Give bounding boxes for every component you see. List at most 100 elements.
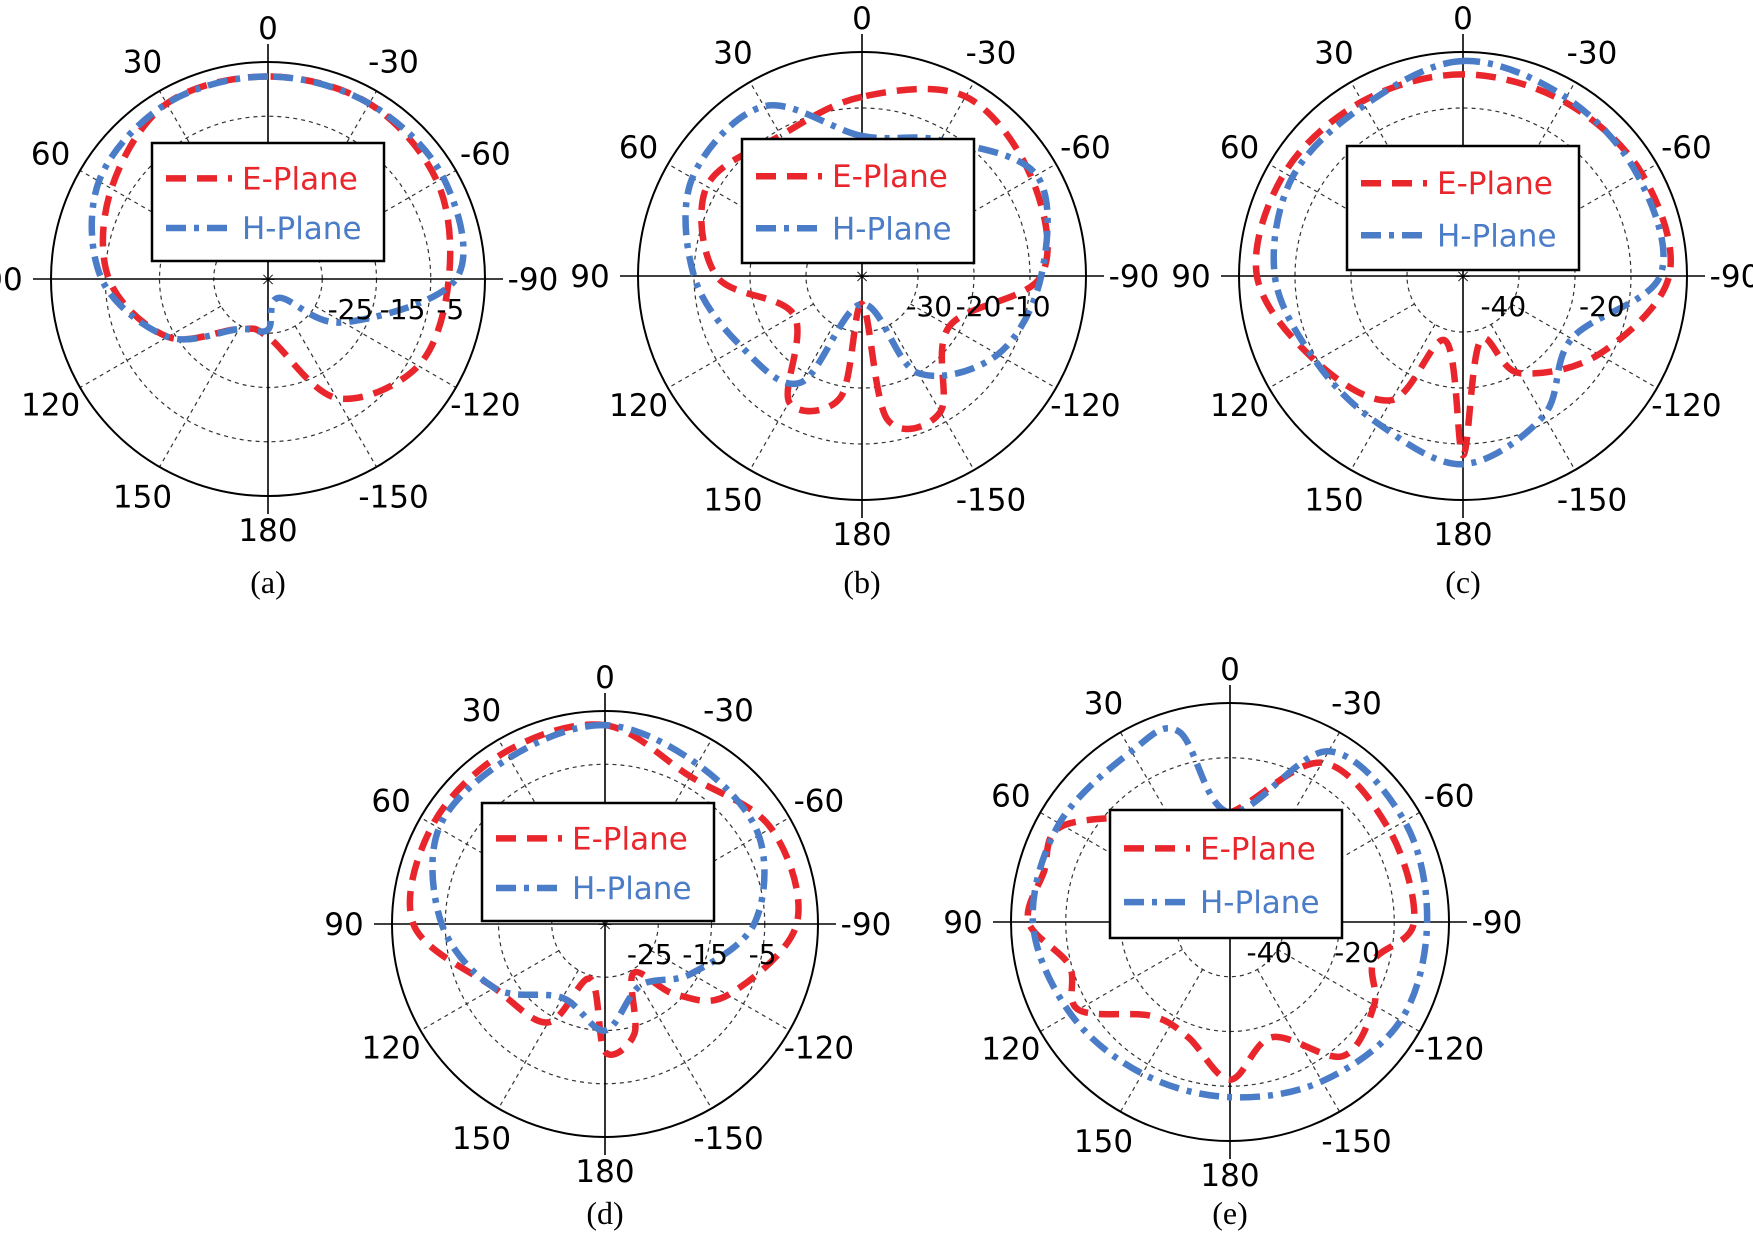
grid-spoke [79, 305, 222, 389]
angle-label: 180 [575, 1154, 634, 1190]
grid-spoke [1119, 969, 1204, 1112]
angle-label: 30 [462, 693, 501, 729]
legend-label-e-plane: E-Plane [572, 821, 688, 857]
angle-label: 90 [570, 259, 609, 295]
angle-label: 90 [943, 905, 982, 941]
grid-spoke [497, 969, 579, 1109]
legend-box [1108, 808, 1344, 940]
angle-label: 120 [362, 1031, 421, 1067]
angle-label: 120 [981, 1032, 1040, 1068]
panel-c: ✳ 0 -30 -60 -90 -120 -150 180 150 120 90 60 30 -40 -20… [1171, 1, 1753, 600]
angle-label: -120 [1050, 388, 1120, 424]
angle-label: 120 [1210, 388, 1269, 424]
angle-label: -30 [1331, 686, 1382, 722]
angle-label: 0 [258, 11, 278, 47]
angle-label: -60 [1060, 130, 1111, 166]
series-e-plane [406, 721, 802, 1058]
angle-label: -120 [784, 1031, 854, 1067]
legend-label-h-plane: H-Plane [1437, 218, 1557, 254]
legend-label-e-plane: E-Plane [1200, 831, 1316, 867]
angle-label: -120 [1414, 1032, 1484, 1068]
grid-spoke [631, 969, 713, 1109]
angle-label: 150 [113, 479, 172, 515]
radial-tick-label: -40 [1480, 290, 1526, 323]
panel-caption: (b) [843, 564, 880, 600]
grid-spoke [667, 303, 814, 389]
center-marker: ✳ [854, 267, 869, 288]
angle-label: -90 [508, 262, 559, 298]
angle-label: -90 [1710, 259, 1753, 295]
angle-label: -150 [358, 479, 428, 515]
angle-label: 150 [452, 1121, 511, 1157]
angle-label: 60 [991, 779, 1030, 815]
radial-tick-label: -30 [906, 290, 952, 323]
angle-label: -30 [966, 36, 1017, 72]
angle-label: -120 [450, 388, 520, 424]
angle-label: -150 [693, 1121, 763, 1157]
angle-label: -60 [460, 137, 511, 173]
panel-caption: (c) [1445, 564, 1481, 600]
angle-label: 120 [609, 388, 668, 424]
grid-spoke [1490, 324, 1576, 471]
angle-label: -150 [956, 482, 1026, 518]
center-marker: ✳ [1455, 267, 1470, 288]
grid-spoke [1277, 948, 1420, 1033]
series-h-plane [88, 73, 467, 343]
legend-label-e-plane: E-Plane [1437, 166, 1553, 202]
angle-label: 30 [123, 45, 162, 81]
angle-label: 30 [713, 36, 752, 72]
angle-label: 150 [703, 482, 762, 518]
legend-box [480, 801, 716, 923]
legend-box [150, 141, 386, 263]
angle-label: -150 [1557, 482, 1627, 518]
angle-label: 0 [852, 1, 872, 37]
angle-label: -150 [1321, 1124, 1391, 1160]
angle-label: 60 [31, 137, 70, 173]
angle-label: 180 [1200, 1158, 1259, 1194]
series-h-plane [682, 102, 1051, 388]
grid-spoke [1268, 303, 1415, 389]
legend-label-e-plane: E-Plane [242, 161, 358, 197]
radial-tick-label: -15 [380, 293, 426, 326]
panel-caption: (d) [586, 1195, 623, 1231]
panel-a: ✳ 0 -30 -60 -90 -120 -150 180 150 120 90 60 30 -25-15… [0, 11, 558, 600]
angle-label: 0 [595, 660, 615, 696]
angle-label: 150 [1074, 1124, 1133, 1160]
radial-tick-label: -20 [1579, 290, 1625, 323]
angle-label: 150 [1304, 482, 1363, 518]
angle-label: 30 [1314, 36, 1353, 72]
radial-tick-label: -5 [436, 293, 464, 326]
legend-label-h-plane: H-Plane [1200, 885, 1320, 921]
center-marker: ✳ [260, 270, 275, 291]
series-h-plane [1270, 57, 1667, 468]
angle-label: 0 [1453, 1, 1473, 37]
legend-box [1345, 144, 1581, 272]
series-h-plane [429, 721, 768, 1034]
legend-label-h-plane: H-Plane [572, 871, 692, 907]
angle-label: 0 [1220, 652, 1240, 688]
grid-spoke [420, 950, 560, 1032]
radial-tick-label: -40 [1247, 936, 1293, 969]
radial-tick-label: -20 [956, 290, 1002, 323]
angle-label: 60 [371, 784, 410, 820]
grid-spoke [650, 950, 790, 1032]
panel-caption: (a) [250, 564, 286, 600]
angle-label: 30 [1084, 686, 1123, 722]
series-h-plane [1029, 724, 1431, 1101]
angle-label: -30 [703, 693, 754, 729]
radial-tick-label: -15 [682, 938, 728, 971]
angle-label: 60 [1220, 130, 1259, 166]
radial-tick-label: -10 [1005, 290, 1051, 323]
angle-label: 90 [324, 907, 363, 943]
angle-label: 180 [1433, 517, 1492, 553]
grid-spoke [1040, 948, 1183, 1033]
radial-tick-label: -25 [627, 938, 673, 971]
grid-spoke [889, 324, 975, 471]
angle-label: -60 [794, 784, 845, 820]
legend-box [740, 137, 976, 265]
angle-label: -90 [1109, 259, 1160, 295]
radial-tick-label: -25 [328, 293, 374, 326]
series-e-plane [99, 73, 454, 403]
